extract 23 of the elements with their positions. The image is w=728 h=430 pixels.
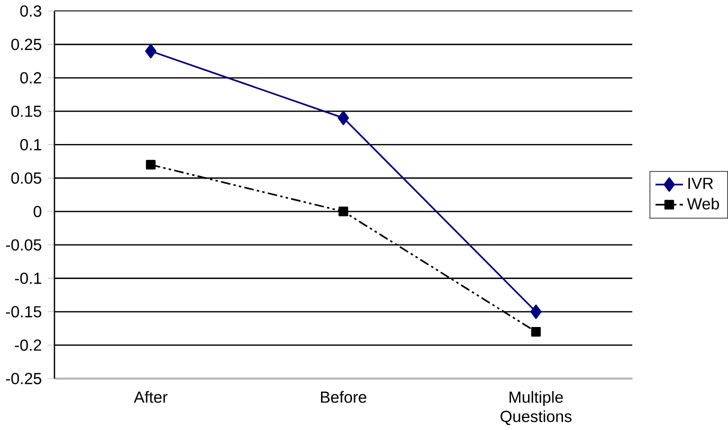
y-tick-label: -0.05 — [6, 239, 42, 250]
x-tick-label: Multiple Questions — [500, 390, 572, 425]
point — [531, 326, 541, 336]
y-tick-label: -0.25 — [6, 372, 42, 384]
y-tick-label: 0.15 — [11, 105, 42, 117]
y-tick-label: 0.3 — [20, 5, 42, 17]
point — [338, 206, 348, 216]
y-tick-label: 0.1 — [20, 138, 42, 150]
point — [338, 110, 349, 125]
y-tick-label: -0.15 — [6, 306, 42, 318]
y-tick-label: -0.2 — [14, 339, 42, 351]
x-tick-label: Before — [321, 390, 366, 403]
legend-label: IVR — [688, 178, 713, 189]
y-tick-label: 0.2 — [20, 72, 42, 84]
point — [530, 304, 542, 319]
y-tick-label: 0.25 — [11, 38, 42, 50]
y-tick-label: 0 — [34, 206, 42, 217]
point — [146, 160, 156, 170]
y-tick-label: -0.1 — [14, 272, 42, 284]
point — [145, 44, 156, 58]
y-tick-label: 0.05 — [11, 172, 42, 184]
legend-label: Web — [687, 198, 719, 210]
x-tick-label: After — [134, 390, 168, 403]
